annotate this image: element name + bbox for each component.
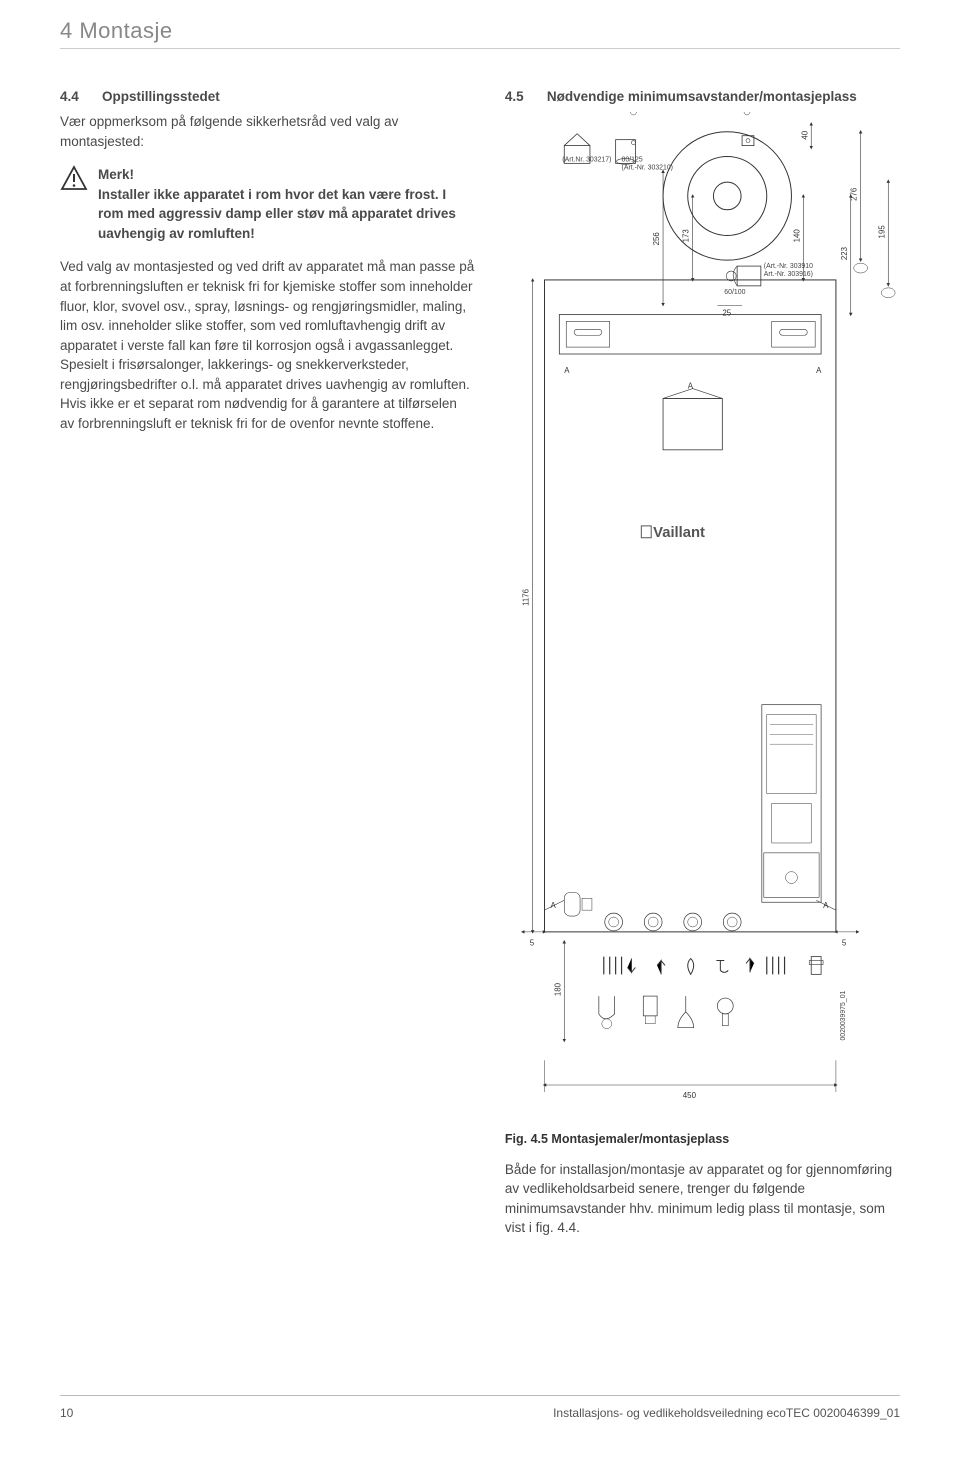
page-header: 4 Montasje — [60, 0, 900, 49]
warning-body: Installer ikke apparatet i rom hvor det … — [98, 187, 456, 241]
right-column: 4.5 Nødvendige minimumsavstander/montasj… — [505, 89, 900, 1252]
dim-label: 25 — [722, 308, 731, 317]
dim-label: 450 — [683, 1091, 697, 1100]
diagram-letter: A — [688, 382, 694, 391]
diagram-letter: A — [564, 366, 570, 375]
diagram-letter: A — [550, 901, 556, 910]
intro-text: Vær oppmerksom på følgende sikkerhetsråd… — [60, 112, 475, 151]
dim-label: 173 — [682, 229, 691, 243]
warning-triangle-icon — [60, 165, 88, 191]
art-label: Art.-Nr. 303916) — [764, 271, 813, 278]
diagram-letter: A — [823, 901, 829, 910]
dim-label: 195 — [877, 225, 886, 239]
section-title: Nødvendige minimumsavstander/montasjepla… — [547, 89, 857, 104]
dim-label: 1176 — [522, 588, 531, 606]
content-columns: 4.4 Oppstillingsstedet Vær oppmerksom på… — [60, 89, 900, 1252]
dim-label: 40 — [800, 130, 809, 139]
figure-caption: Fig. 4.5 Montasjemaler/montasjeplass — [505, 1132, 900, 1146]
left-column: 4.4 Oppstillingsstedet Vær oppmerksom på… — [60, 89, 475, 1252]
technical-diagram: (Art.Nr. 303217) 80/125 (Art.-Nr. 303210… — [505, 112, 900, 1120]
warning-text: Merk! Installer ikke apparatet i rom hvo… — [98, 165, 475, 243]
dim-label: 5 — [530, 939, 535, 948]
page-footer: 10 Installasjons- og vedlikeholdsveiledn… — [60, 1395, 900, 1420]
dim-label: 256 — [652, 232, 661, 246]
dim-label: 5 — [842, 939, 847, 948]
dim-label: 223 — [840, 246, 849, 260]
art-label: (Art.Nr. 303217) — [562, 156, 611, 163]
dim-label: 180 — [553, 982, 562, 996]
dim-label: 140 — [792, 229, 801, 243]
drawing-number: 0020039975_01 — [840, 990, 847, 1040]
main-paragraph: Ved valg av montasjested og ved drift av… — [60, 257, 475, 433]
section-number: 4.5 — [505, 89, 535, 104]
art-label: (Art.-Nr. 303910 — [764, 263, 813, 270]
art-label: 60/100 — [724, 289, 745, 296]
closing-paragraph: Både for installasjon/montasje av appara… — [505, 1160, 900, 1238]
section-title: Oppstillingsstedet — [102, 89, 220, 104]
section-number: 4.4 — [60, 89, 90, 104]
boiler-diagram-icon: (Art.Nr. 303217) 80/125 (Art.-Nr. 303210… — [505, 112, 900, 1120]
page-number: 10 — [60, 1406, 73, 1420]
warning-head: Merk! — [98, 167, 134, 182]
art-label: (Art.-Nr. 303210) — [621, 164, 672, 171]
document-id: Installasjons- og vedlikeholdsveiledning… — [553, 1406, 900, 1420]
brand-label: Vaillant — [653, 525, 705, 541]
art-label: 80/125 — [621, 156, 642, 163]
section-4-5-heading: 4.5 Nødvendige minimumsavstander/montasj… — [505, 89, 900, 104]
diagram-letter: A — [816, 366, 822, 375]
section-4-4-heading: 4.4 Oppstillingsstedet — [60, 89, 475, 104]
warning-box: Merk! Installer ikke apparatet i rom hvo… — [60, 165, 475, 243]
